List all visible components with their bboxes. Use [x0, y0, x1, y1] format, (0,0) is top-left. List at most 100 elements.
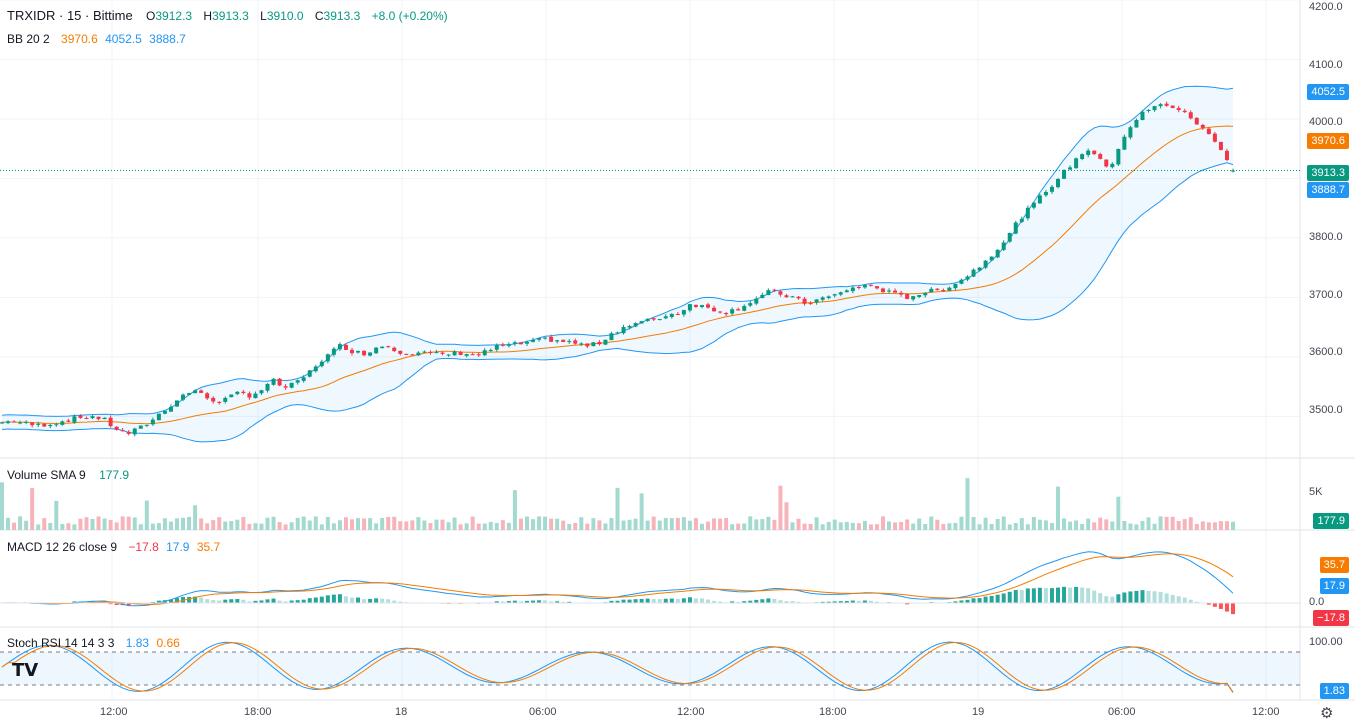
candle-body — [295, 380, 300, 383]
volume-bar — [223, 521, 228, 530]
stoch-legend[interactable]: Stoch RSI 14 14 3 3 1.83 0.66 — [7, 636, 184, 650]
macd-hist-bar — [1206, 603, 1211, 605]
volume-bar — [368, 518, 373, 530]
candle-body — [1062, 169, 1067, 179]
candle-body — [1182, 110, 1187, 113]
macd-hist-bar — [1231, 603, 1235, 615]
candle-body — [760, 294, 765, 299]
candle-body — [325, 354, 330, 362]
candle-body — [410, 354, 415, 356]
macd-hist-bar — [380, 598, 385, 603]
candle-body — [1170, 105, 1175, 108]
macd-hist-bar — [205, 599, 210, 603]
volume-bar — [1146, 517, 1151, 530]
macd-hist-bar — [229, 599, 234, 603]
volume-bar — [476, 523, 481, 530]
bb-legend[interactable]: BB 20 2 3970.6 4052.5 3888.7 — [7, 32, 190, 46]
volume-bar — [627, 519, 632, 530]
volume-bar — [778, 485, 783, 530]
candle-body — [356, 350, 361, 353]
volume-bar — [470, 516, 475, 530]
gear-icon[interactable]: ⚙ — [1320, 705, 1334, 722]
candle-body — [706, 304, 711, 308]
macd-hist-bar — [1049, 588, 1054, 603]
macd-hist-bar — [965, 599, 970, 603]
candle-body — [953, 283, 958, 289]
macd-hist-bar — [687, 597, 692, 603]
volume-bar — [205, 523, 210, 530]
volume-bar — [802, 523, 807, 530]
volume-bar — [1110, 521, 1115, 530]
bb-lower-tag: 3888.7 — [1307, 182, 1349, 198]
macd-hist-bar — [766, 598, 771, 603]
price-tick: 4100.0 — [1309, 59, 1343, 71]
macd-hist-bar — [253, 600, 258, 603]
volume-bar — [319, 524, 324, 530]
candle-body — [392, 347, 397, 352]
candle-body — [416, 352, 421, 356]
volume-bar — [1170, 516, 1175, 530]
candle-body — [374, 347, 379, 354]
candle-body — [675, 314, 680, 316]
macd-hist-bar — [356, 597, 361, 603]
volume-bar — [923, 524, 928, 530]
candle-body — [742, 306, 747, 311]
macd-hist-bar — [235, 599, 240, 603]
volume-bar — [856, 523, 861, 530]
macd-hist-bar — [712, 600, 717, 603]
volume-bar — [1158, 516, 1163, 530]
macd-hist-bar — [1176, 596, 1181, 603]
volume-bar — [187, 516, 192, 530]
candle-body — [199, 390, 204, 393]
macd-hist-bar — [1110, 596, 1115, 603]
candle-body — [259, 390, 264, 394]
macd-hist-bar — [531, 600, 536, 603]
volume-bar — [1164, 516, 1169, 530]
bb-upper-tag: 4052.5 — [1307, 84, 1349, 100]
candle-body — [512, 342, 517, 344]
macd-hist-bar — [168, 599, 173, 603]
macd-hist-bar — [126, 603, 131, 606]
volume-bar — [881, 516, 886, 530]
candle-body — [54, 424, 59, 426]
bb-upper-value: 4052.5 — [105, 32, 142, 46]
volume-bar — [386, 517, 391, 530]
candle-body — [850, 287, 855, 292]
candle-body — [1037, 195, 1042, 204]
candle-body — [90, 416, 95, 419]
candle-body — [1019, 218, 1024, 222]
symbol-title[interactable]: TRXIDR · 15 · Bittime — [7, 8, 133, 23]
volume-bar — [838, 522, 843, 530]
volume-bar — [18, 516, 23, 530]
candle-body — [470, 354, 475, 356]
volume-bar — [844, 521, 849, 530]
volume-legend[interactable]: Volume SMA 9 177.9 — [7, 468, 133, 482]
time-tick: 12:00 — [1252, 706, 1280, 718]
candle-body — [380, 346, 385, 349]
macd-hist-bar — [862, 600, 867, 603]
volume-bar — [138, 524, 143, 530]
volume-bar — [337, 520, 342, 530]
candle-body — [253, 393, 258, 399]
candle-body — [856, 286, 861, 288]
candle-body — [657, 319, 662, 321]
candle-body — [862, 285, 867, 288]
candle-body — [573, 340, 578, 344]
volume-bar — [72, 524, 77, 530]
candle-body — [1158, 104, 1163, 107]
macd-hist-bar — [193, 596, 198, 603]
volume-bar — [416, 517, 421, 530]
candle-body — [1056, 178, 1061, 188]
tradingview-logo-icon[interactable]: TV — [12, 660, 39, 681]
volume-bar — [1098, 517, 1103, 530]
close-value: 3913.3 — [323, 9, 361, 23]
volume-bar — [639, 493, 644, 530]
candle-body — [1013, 222, 1018, 234]
candle-body — [905, 293, 910, 299]
stoch-k-tag: 1.83 — [1319, 683, 1349, 699]
candle-body — [754, 298, 759, 304]
macd-legend[interactable]: MACD 12 26 close 9 −17.8 17.9 35.7 — [7, 540, 224, 554]
candle-body — [247, 393, 252, 398]
macd-hist-bar — [386, 599, 391, 603]
